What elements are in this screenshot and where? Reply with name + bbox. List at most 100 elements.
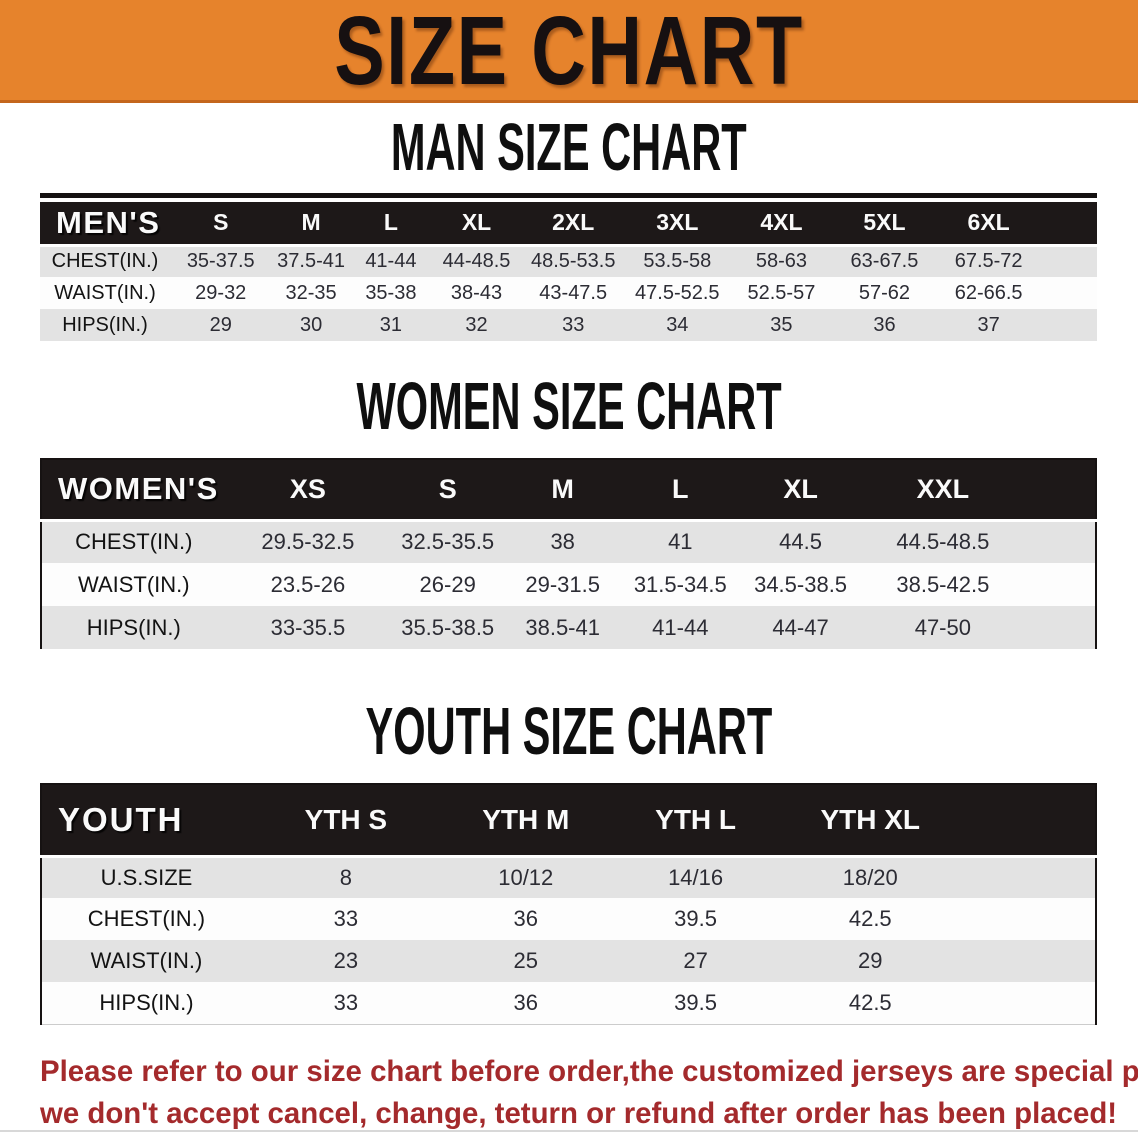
measurement-cell: 39.5 — [610, 898, 781, 940]
youth-section-heading-text: YOUTH SIZE CHART — [365, 693, 773, 769]
measurement-cell: 52.5-57 — [730, 277, 833, 309]
table-row: CHEST(IN.) 29.5-32.5 32.5-35.5 38 41 44.5 44.5… — [41, 518, 1096, 563]
size-column-header: M — [505, 459, 621, 520]
measurement-cell: 62-66.5 — [936, 277, 1097, 309]
measurement-row-label: U.S.SIZE — [41, 854, 251, 898]
table-row: CHEST(IN.) 35-37.5 37.5-41 41-44 44-48.5 48.5… — [40, 243, 1097, 277]
women-size-table-wrap: WOMEN'S XS S M L XL XXL CHEST(IN.) 29.5-32.5 32.5… — [40, 458, 1097, 649]
measurement-cell: 36 — [832, 309, 937, 341]
measurement-cell: 44.5 — [740, 518, 861, 563]
measurement-cell: 23.5-26 — [225, 563, 391, 606]
men-size-table: MEN'S S M L XL 2XL 3XL 4XL 5XL 6XL CHEST(IN.) 35-37… — [40, 202, 1097, 341]
table-row: U.S.SIZE 8 10/12 14/16 18/20 — [41, 854, 1096, 898]
measurement-cell: 35-37.5 — [170, 243, 272, 277]
measurement-cell: 42.5 — [780, 982, 1096, 1024]
measurement-cell: 41-44 — [350, 243, 432, 277]
women-section-heading-text: WOMEN SIZE CHART — [356, 368, 782, 444]
measurement-cell: 39.5 — [610, 982, 781, 1024]
size-column-header: XS — [225, 459, 391, 520]
measurement-row-label: WAIST(IN.) — [41, 940, 251, 982]
measurement-cell: 58-63 — [730, 243, 833, 277]
measurement-cell: 29-32 — [170, 277, 272, 309]
table-group-label: WOMEN'S — [41, 459, 226, 520]
table-row: HIPS(IN.) 33 36 39.5 42.5 — [41, 982, 1096, 1024]
measurement-cell: 23 — [250, 940, 441, 982]
size-column-header: S — [390, 459, 506, 520]
measurement-cell: 33-35.5 — [225, 606, 391, 649]
measurement-cell: 47.5-52.5 — [624, 277, 731, 309]
measurement-cell: 44-48.5 — [431, 243, 522, 277]
measurement-cell: 31.5-34.5 — [620, 563, 741, 606]
measurement-cell: 29.5-32.5 — [225, 518, 391, 563]
measurement-cell: 32 — [431, 309, 522, 341]
table-header-row: MEN'S S M L XL 2XL 3XL 4XL 5XL 6XL — [40, 202, 1097, 245]
size-column-header: XL — [740, 459, 861, 520]
measurement-cell: 36 — [440, 982, 611, 1024]
measurement-row-label: CHEST(IN.) — [41, 518, 226, 563]
measurement-cell: 38-43 — [431, 277, 522, 309]
measurement-cell: 38 — [505, 518, 621, 563]
size-column-header: YTH S — [250, 784, 441, 856]
measurement-cell: 10/12 — [440, 854, 611, 898]
table-group-label: MEN'S — [40, 202, 170, 245]
table-row: HIPS(IN.) 29 30 31 32 33 34 35 36 37 — [40, 309, 1097, 341]
men-size-section: MAN SIZE CHART MEN'S S M L XL 2XL 3XL 4XL 5XL 6XL… — [0, 103, 1138, 341]
measurement-cell: 43-47.5 — [521, 277, 625, 309]
measurement-cell: 67.5-72 — [936, 243, 1097, 277]
measurement-cell: 42.5 — [780, 898, 1096, 940]
table-row: CHEST(IN.) 33 36 39.5 42.5 — [41, 898, 1096, 940]
measurement-cell: 32.5-35.5 — [390, 518, 506, 563]
measurement-cell: 18/20 — [780, 854, 1096, 898]
size-column-header: L — [620, 459, 741, 520]
size-column-header: 5XL — [832, 202, 937, 245]
size-column-header: L — [350, 202, 432, 245]
measurement-cell: 35-38 — [350, 277, 432, 309]
youth-size-section: YOUTH SIZE CHART YOUTH YTH S YTH M YTH L YTH… — [0, 649, 1138, 1025]
measurement-cell: 8 — [250, 854, 441, 898]
size-column-header: M — [271, 202, 351, 245]
size-chart-content: MAN SIZE CHART MEN'S S M L XL 2XL 3XL 4XL 5XL 6XL… — [0, 103, 1138, 1135]
size-column-header: YTH L — [610, 784, 781, 856]
measurement-cell: 38.5-42.5 — [860, 563, 1096, 606]
measurement-cell: 57-62 — [832, 277, 937, 309]
women-size-table: WOMEN'S XS S M L XL XXL CHEST(IN.) 29.5-32.5 32.5… — [40, 458, 1097, 649]
measurement-cell: 48.5-53.5 — [521, 243, 625, 277]
measurement-row-label: WAIST(IN.) — [41, 563, 226, 606]
measurement-row-label: HIPS(IN.) — [41, 606, 226, 649]
measurement-cell: 30 — [271, 309, 351, 341]
size-column-header: 6XL — [936, 202, 1097, 245]
measurement-cell: 34.5-38.5 — [740, 563, 861, 606]
size-column-header: XXL — [860, 459, 1096, 520]
banner-title: SIZE CHART — [334, 0, 804, 105]
size-column-header: 3XL — [624, 202, 731, 245]
measurement-cell: 41-44 — [620, 606, 741, 649]
measurement-cell: 29 — [170, 309, 272, 341]
table-row: HIPS(IN.) 33-35.5 35.5-38.5 38.5-41 41-44 44-… — [41, 606, 1096, 649]
table-header-row: WOMEN'S XS S M L XL XXL — [41, 459, 1096, 520]
measurement-cell: 33 — [250, 898, 441, 940]
table-row: WAIST(IN.) 29-32 32-35 35-38 38-43 43-47.5 47.… — [40, 277, 1097, 309]
measurement-cell: 44.5-48.5 — [860, 518, 1096, 563]
measurement-cell: 25 — [440, 940, 611, 982]
men-section-heading: MAN SIZE CHART — [0, 103, 1138, 193]
size-column-header: YTH XL — [780, 784, 1096, 856]
size-column-header: XL — [431, 202, 522, 245]
measurement-cell: 35 — [730, 309, 833, 341]
measurement-cell: 36 — [440, 898, 611, 940]
measurement-cell: 14/16 — [610, 854, 781, 898]
measurement-row-label: HIPS(IN.) — [41, 982, 251, 1024]
measurement-cell: 53.5-58 — [624, 243, 731, 277]
women-section-heading: WOMEN SIZE CHART — [0, 341, 1138, 458]
measurement-cell: 29-31.5 — [505, 563, 621, 606]
youth-size-table-wrap: YOUTH YTH S YTH M YTH L YTH XL U.S.SIZE 8 10/12… — [40, 783, 1097, 1025]
measurement-row-label: WAIST(IN.) — [40, 277, 170, 309]
size-column-header: S — [170, 202, 272, 245]
measurement-cell: 63-67.5 — [832, 243, 937, 277]
measurement-cell: 34 — [624, 309, 731, 341]
measurement-cell: 37.5-41 — [271, 243, 351, 277]
women-size-section: WOMEN SIZE CHART WOMEN'S XS S M L XL XXL CHEST(… — [0, 341, 1138, 649]
men-section-heading-text: MAN SIZE CHART — [391, 109, 747, 185]
size-column-header: 2XL — [521, 202, 625, 245]
measurement-row-label: CHEST(IN.) — [40, 243, 170, 277]
disclaimer-line-1: Please refer to our size chart before or… — [40, 1054, 1138, 1088]
